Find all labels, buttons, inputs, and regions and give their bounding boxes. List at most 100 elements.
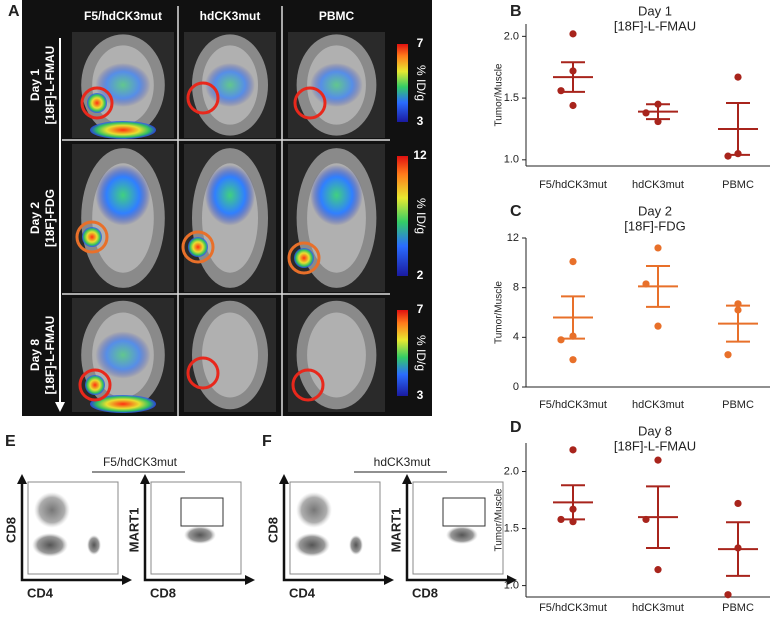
x-tick-label: hdCK3mut	[632, 179, 684, 191]
data-point	[569, 257, 577, 266]
scale-max: 12	[413, 148, 427, 162]
panel-letter: F	[262, 433, 272, 450]
error-bar	[561, 295, 585, 340]
chart-subtitle: [18F]-FDG	[624, 218, 685, 233]
error-bar	[561, 484, 585, 521]
data-point	[654, 322, 662, 330]
row-day: Day 2	[28, 202, 42, 234]
x-tick-label: F5/hdCK3mut	[539, 602, 607, 614]
tumor-circle	[80, 86, 114, 120]
uptake	[95, 164, 151, 226]
y-tick-label: 1.5	[504, 522, 519, 534]
data-point	[642, 109, 650, 117]
data-point	[654, 244, 662, 252]
chart-title: Day 8	[638, 423, 672, 438]
uptake	[90, 121, 156, 139]
uptake	[205, 164, 255, 226]
x-tick-label: PBMC	[722, 399, 754, 411]
tumor-circle	[78, 368, 112, 402]
tumor-uptake	[188, 237, 208, 257]
plot-frame	[412, 481, 504, 575]
chart-subtitle: [18F]-L-FMAU	[614, 18, 696, 33]
axis-label: MART1	[126, 508, 141, 553]
scale-min: 3	[417, 114, 424, 128]
arrow-head	[17, 474, 132, 585]
y-tick-label: 0	[513, 381, 519, 393]
uptake	[95, 331, 151, 379]
tumor-circle	[287, 241, 321, 275]
tumor-circle	[186, 356, 220, 390]
population	[184, 526, 216, 544]
chart-subtitle: [18F]-L-FMAU	[614, 438, 696, 453]
row-tracer: [18F]-L-FMAU	[43, 316, 57, 395]
error-bar	[726, 304, 750, 343]
x-tick-label: F5/hdCK3mut	[539, 399, 607, 411]
data-point	[569, 446, 577, 454]
scale-min: 2	[417, 268, 424, 282]
y-tick-label: 12	[507, 232, 519, 244]
gate	[442, 497, 486, 527]
scale-max: 7	[417, 302, 424, 316]
column-header: PBMC	[319, 9, 355, 23]
data-point	[654, 566, 662, 574]
error-bar	[646, 485, 670, 549]
uptake	[310, 63, 363, 107]
axis-label: CD8	[150, 585, 176, 600]
data-point	[734, 499, 742, 508]
x-tick-label: hdCK3mut	[632, 399, 684, 411]
data-point	[557, 87, 565, 95]
scale-max: 7	[417, 36, 424, 50]
scale-unit: % ID/g	[414, 198, 428, 234]
arrow-head	[55, 402, 65, 412]
flow-title: hdCK3mut	[374, 455, 431, 469]
axes	[282, 478, 389, 582]
arrow-head	[279, 474, 394, 585]
row-tracer: [18F]-FDG	[43, 189, 57, 247]
plot-frame	[150, 481, 242, 575]
data-point	[724, 351, 732, 359]
error-bar	[726, 102, 750, 156]
tumor-circle	[291, 368, 325, 402]
population	[294, 533, 330, 557]
scale-unit: % ID/g	[414, 65, 428, 101]
plot-frame	[27, 481, 119, 575]
error-bar	[646, 103, 670, 121]
y-tick-label: 1.0	[504, 579, 519, 591]
axes	[405, 478, 512, 582]
population	[34, 492, 70, 528]
tumor-uptake	[82, 227, 102, 247]
data-point	[569, 101, 577, 110]
population	[446, 526, 478, 544]
y-tick-label: 4	[513, 331, 519, 343]
colorbar	[397, 44, 408, 122]
population	[87, 535, 101, 555]
data-point	[654, 456, 662, 464]
panel-letter: A	[8, 3, 20, 20]
panel-letter: D	[510, 419, 522, 436]
x-tick-label: PBMC	[722, 602, 754, 614]
error-bar	[561, 61, 585, 93]
population	[32, 533, 68, 557]
tumor-uptake	[87, 93, 107, 113]
tumor-uptake	[294, 248, 314, 268]
axis-label: CD8	[3, 517, 18, 543]
scale-unit: % ID/g	[414, 335, 428, 371]
data-point	[724, 152, 732, 160]
body-inner	[202, 312, 258, 398]
data-point	[724, 591, 732, 599]
body-inner	[307, 312, 366, 398]
x-tick-label: F5/hdCK3mut	[539, 179, 607, 191]
population	[349, 535, 363, 555]
uptake	[310, 164, 363, 226]
tumor-circle	[181, 230, 215, 264]
y-axis-label: Tumor/Muscle	[494, 63, 505, 126]
column-header: F5/hdCK3mut	[84, 9, 162, 23]
scale-min: 3	[417, 388, 424, 402]
y-tick-label: 2.0	[504, 30, 519, 42]
error-bar	[726, 521, 750, 577]
axis-label: CD4	[289, 585, 316, 600]
y-axis-label: Tumor/Muscle	[494, 281, 505, 344]
panel-letter: C	[510, 203, 522, 220]
tumor-uptake	[85, 375, 105, 395]
